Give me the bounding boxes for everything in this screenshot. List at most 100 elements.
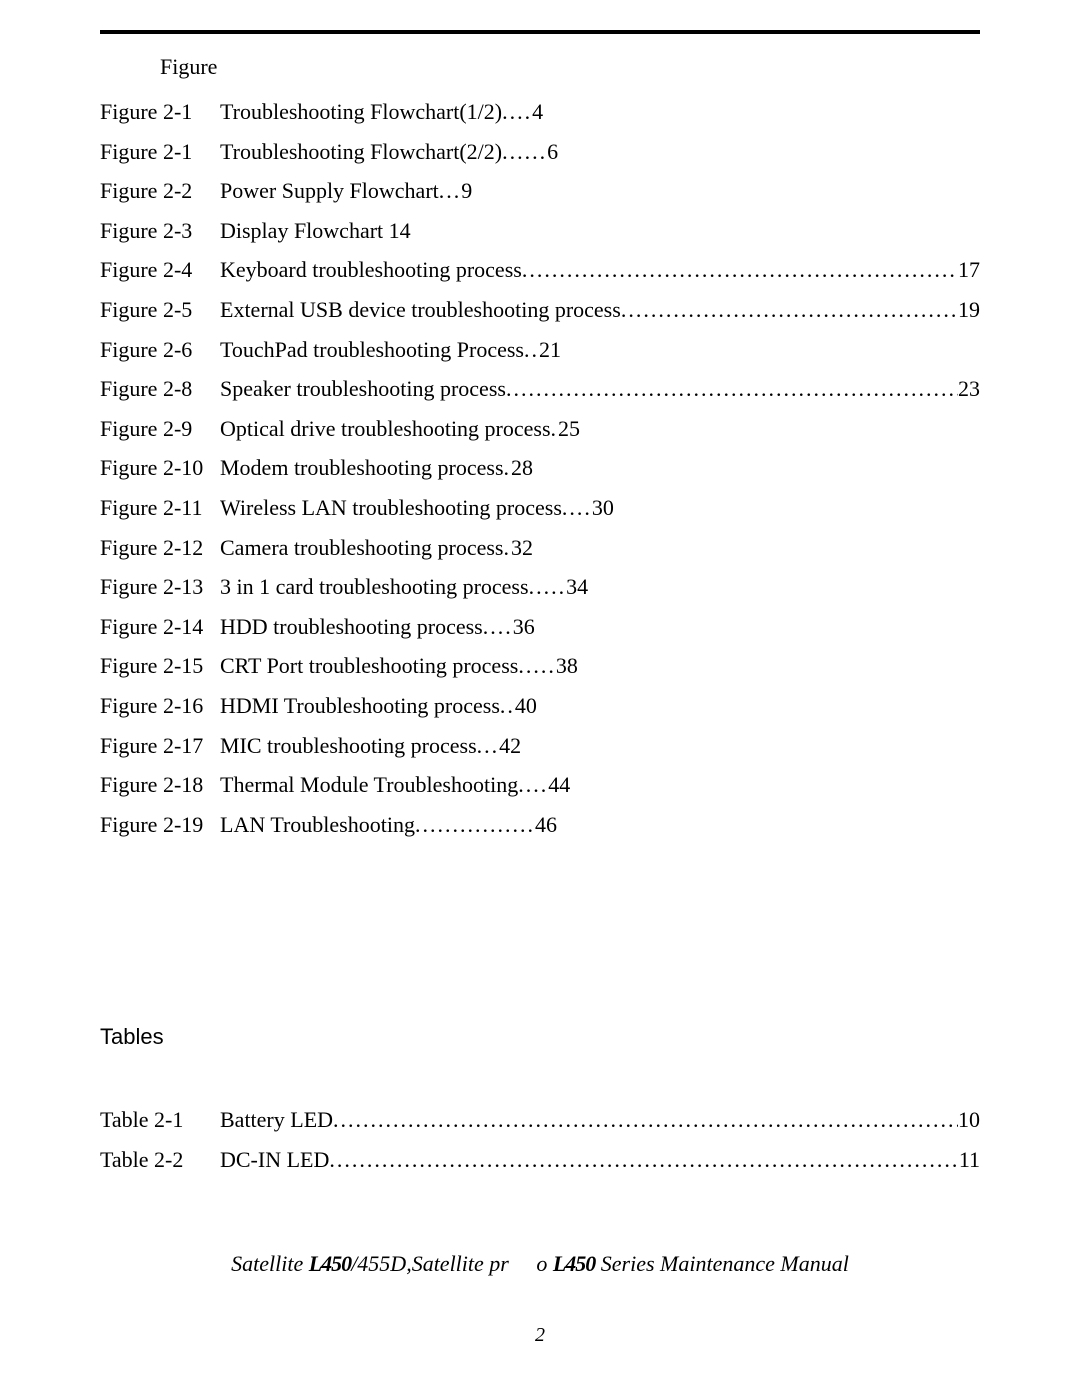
table-title: Battery LED [220, 1100, 333, 1140]
figure-label: Figure 2-5 [100, 290, 220, 330]
figure-label: Figure 2-14 [100, 607, 220, 647]
figure-toc-row: Figure 2-12Camera troubleshooting proces… [100, 528, 980, 568]
figure-toc-row: Figure 2-1Troubleshooting Flowchart(2/2)… [100, 132, 980, 172]
figure-label: Figure 2-10 [100, 448, 220, 488]
figure-title: Wireless LAN troubleshooting process [220, 488, 562, 528]
toc-leader-dots: .... [562, 488, 592, 528]
figure-label: Figure 2-3 [100, 211, 220, 251]
table-label: Table 2-1 [100, 1100, 220, 1140]
figure-title: HDMI Troubleshooting process [220, 686, 500, 726]
figure-label: Figure 2-1 [100, 92, 220, 132]
table-label: Table 2-2 [100, 1140, 220, 1180]
figure-toc-row: Figure 2-3Display Flowchart 14 [100, 211, 980, 251]
figure-title: LAN Troubleshooting [220, 805, 415, 845]
figure-toc-row: Figure 2-9Optical drive troubleshooting … [100, 409, 980, 449]
figure-toc-row: Figure 2-15CRT Port troubleshooting proc… [100, 646, 980, 686]
toc-leader-dots [522, 250, 958, 290]
figure-title: Keyboard troubleshooting process [220, 250, 522, 290]
figure-toc-row: Figure 2-2Power Supply Flowchart ...9 [100, 171, 980, 211]
figure-page: 38 [556, 646, 578, 686]
toc-leader-dots: ... [477, 726, 500, 766]
toc-leader-dots: ..... [518, 646, 556, 686]
figure-page: 19 [958, 290, 980, 330]
toc-leader-dots [621, 290, 958, 330]
figure-toc-row: Figure 2-11Wireless LAN troubleshooting … [100, 488, 980, 528]
figure-title: External USB device troubleshooting proc… [220, 290, 621, 330]
footer-mid1: /455D,Satellite pr [351, 1251, 509, 1276]
figure-label: Figure 2-13 [100, 567, 220, 607]
figure-toc-row: Figure 2-16HDMI Troubleshooting process … [100, 686, 980, 726]
figure-title: Thermal Module Troubleshooting [220, 765, 518, 805]
figure-title: Speaker troubleshooting process [220, 369, 506, 409]
figure-title: TouchPad troubleshooting Process [220, 330, 524, 370]
figures-toc-list: Figure 2-1Troubleshooting Flowchart(1/2)… [100, 92, 980, 844]
figure-title: CRT Port troubleshooting process [220, 646, 518, 686]
toc-leader-dots [333, 1100, 958, 1140]
figure-page: 6 [547, 132, 558, 172]
table-page: 11 [959, 1140, 980, 1180]
figure-toc-row: Figure 2-6TouchPad troubleshooting Proce… [100, 330, 980, 370]
toc-leader-dots [506, 369, 958, 409]
figure-page: 44 [548, 765, 570, 805]
figure-label: Figure 2-16 [100, 686, 220, 726]
figure-label: Figure 2-1 [100, 132, 220, 172]
figure-toc-row: Figure 2-1Troubleshooting Flowchart(1/2)… [100, 92, 980, 132]
figure-label: Figure 2-18 [100, 765, 220, 805]
figure-label: Figure 2-11 [100, 488, 220, 528]
figure-page: 9 [461, 171, 472, 211]
figure-label: Figure 2-12 [100, 528, 220, 568]
figure-section-header: Figure [160, 54, 980, 80]
figure-toc-row: Figure 2-19LAN Troubleshooting .........… [100, 805, 980, 845]
toc-leader-dots: ................ [415, 805, 535, 845]
figure-title: HDD troubleshooting process [220, 607, 483, 647]
figure-title: Troubleshooting Flowchart(2/2) [220, 132, 502, 172]
figure-toc-row: Figure 2-18Thermal Module Troubleshootin… [100, 765, 980, 805]
figure-toc-row: Figure 2-8Speaker troubleshooting proces… [100, 369, 980, 409]
figure-toc-row: Figure 2-17MIC troubleshooting process .… [100, 726, 980, 766]
figure-label: Figure 2-19 [100, 805, 220, 845]
toc-leader-dots: . [551, 409, 559, 449]
figure-title: Camera troubleshooting process [220, 528, 504, 568]
footer-model-2: L450 [553, 1251, 595, 1276]
table-page: 10 [958, 1100, 980, 1140]
table-toc-row: Table 2-1Battery LED 10 [100, 1100, 980, 1140]
figure-toc-row: Figure 2-5External USB device troublesho… [100, 290, 980, 330]
toc-leader-dots: ... [439, 171, 462, 211]
figure-toc-row: Figure 2-10Modem troubleshooting process… [100, 448, 980, 488]
footer-pre: Satellite [231, 1251, 309, 1276]
page-number: 2 [0, 1324, 1080, 1347]
toc-leader-dots: .. [500, 686, 515, 726]
footer-manual-title: Satellite L450/455D,Satellite pr o L450 … [0, 1251, 1080, 1277]
figure-page: 23 [958, 369, 980, 409]
figure-title: 3 in 1 card troubleshooting process [220, 567, 529, 607]
figure-label: Figure 2-8 [100, 369, 220, 409]
figure-page: 36 [513, 607, 535, 647]
figure-page: 25 [558, 409, 580, 449]
footer-mid2: o [536, 1251, 553, 1276]
figure-page: 21 [539, 330, 561, 370]
figure-page: 46 [535, 805, 557, 845]
footer-gap [509, 1251, 537, 1276]
top-border [100, 30, 980, 34]
figure-page: 40 [515, 686, 537, 726]
footer-model-1: L450 [309, 1251, 351, 1276]
figure-page: 30 [592, 488, 614, 528]
footer-post: Series Maintenance Manual [595, 1251, 849, 1276]
figure-page: 28 [511, 448, 533, 488]
figure-toc-row: Figure 2-14HDD troubleshooting process..… [100, 607, 980, 647]
toc-leader-dots: .... [483, 607, 513, 647]
figure-title: Troubleshooting Flowchart(1/2) [220, 92, 502, 132]
figure-label: Figure 2-17 [100, 726, 220, 766]
figure-page: 42 [499, 726, 521, 766]
toc-leader-dots: . [504, 528, 512, 568]
toc-leader-dots: ..... [529, 567, 567, 607]
figure-title: Optical drive troubleshooting process [220, 409, 551, 449]
page-content: Figure Figure 2-1Troubleshooting Flowcha… [0, 0, 1080, 1179]
tables-section-header: Tables [100, 1024, 980, 1050]
figure-label: Figure 2-2 [100, 171, 220, 211]
toc-leader-dots: . [504, 448, 512, 488]
figure-title: Display Flowchart 14 [220, 211, 411, 251]
toc-leader-dots: .... [502, 92, 532, 132]
figure-title: Power Supply Flowchart [220, 171, 439, 211]
tables-toc-list: Table 2-1Battery LED 10Table 2-2DC-IN LE… [100, 1100, 980, 1179]
